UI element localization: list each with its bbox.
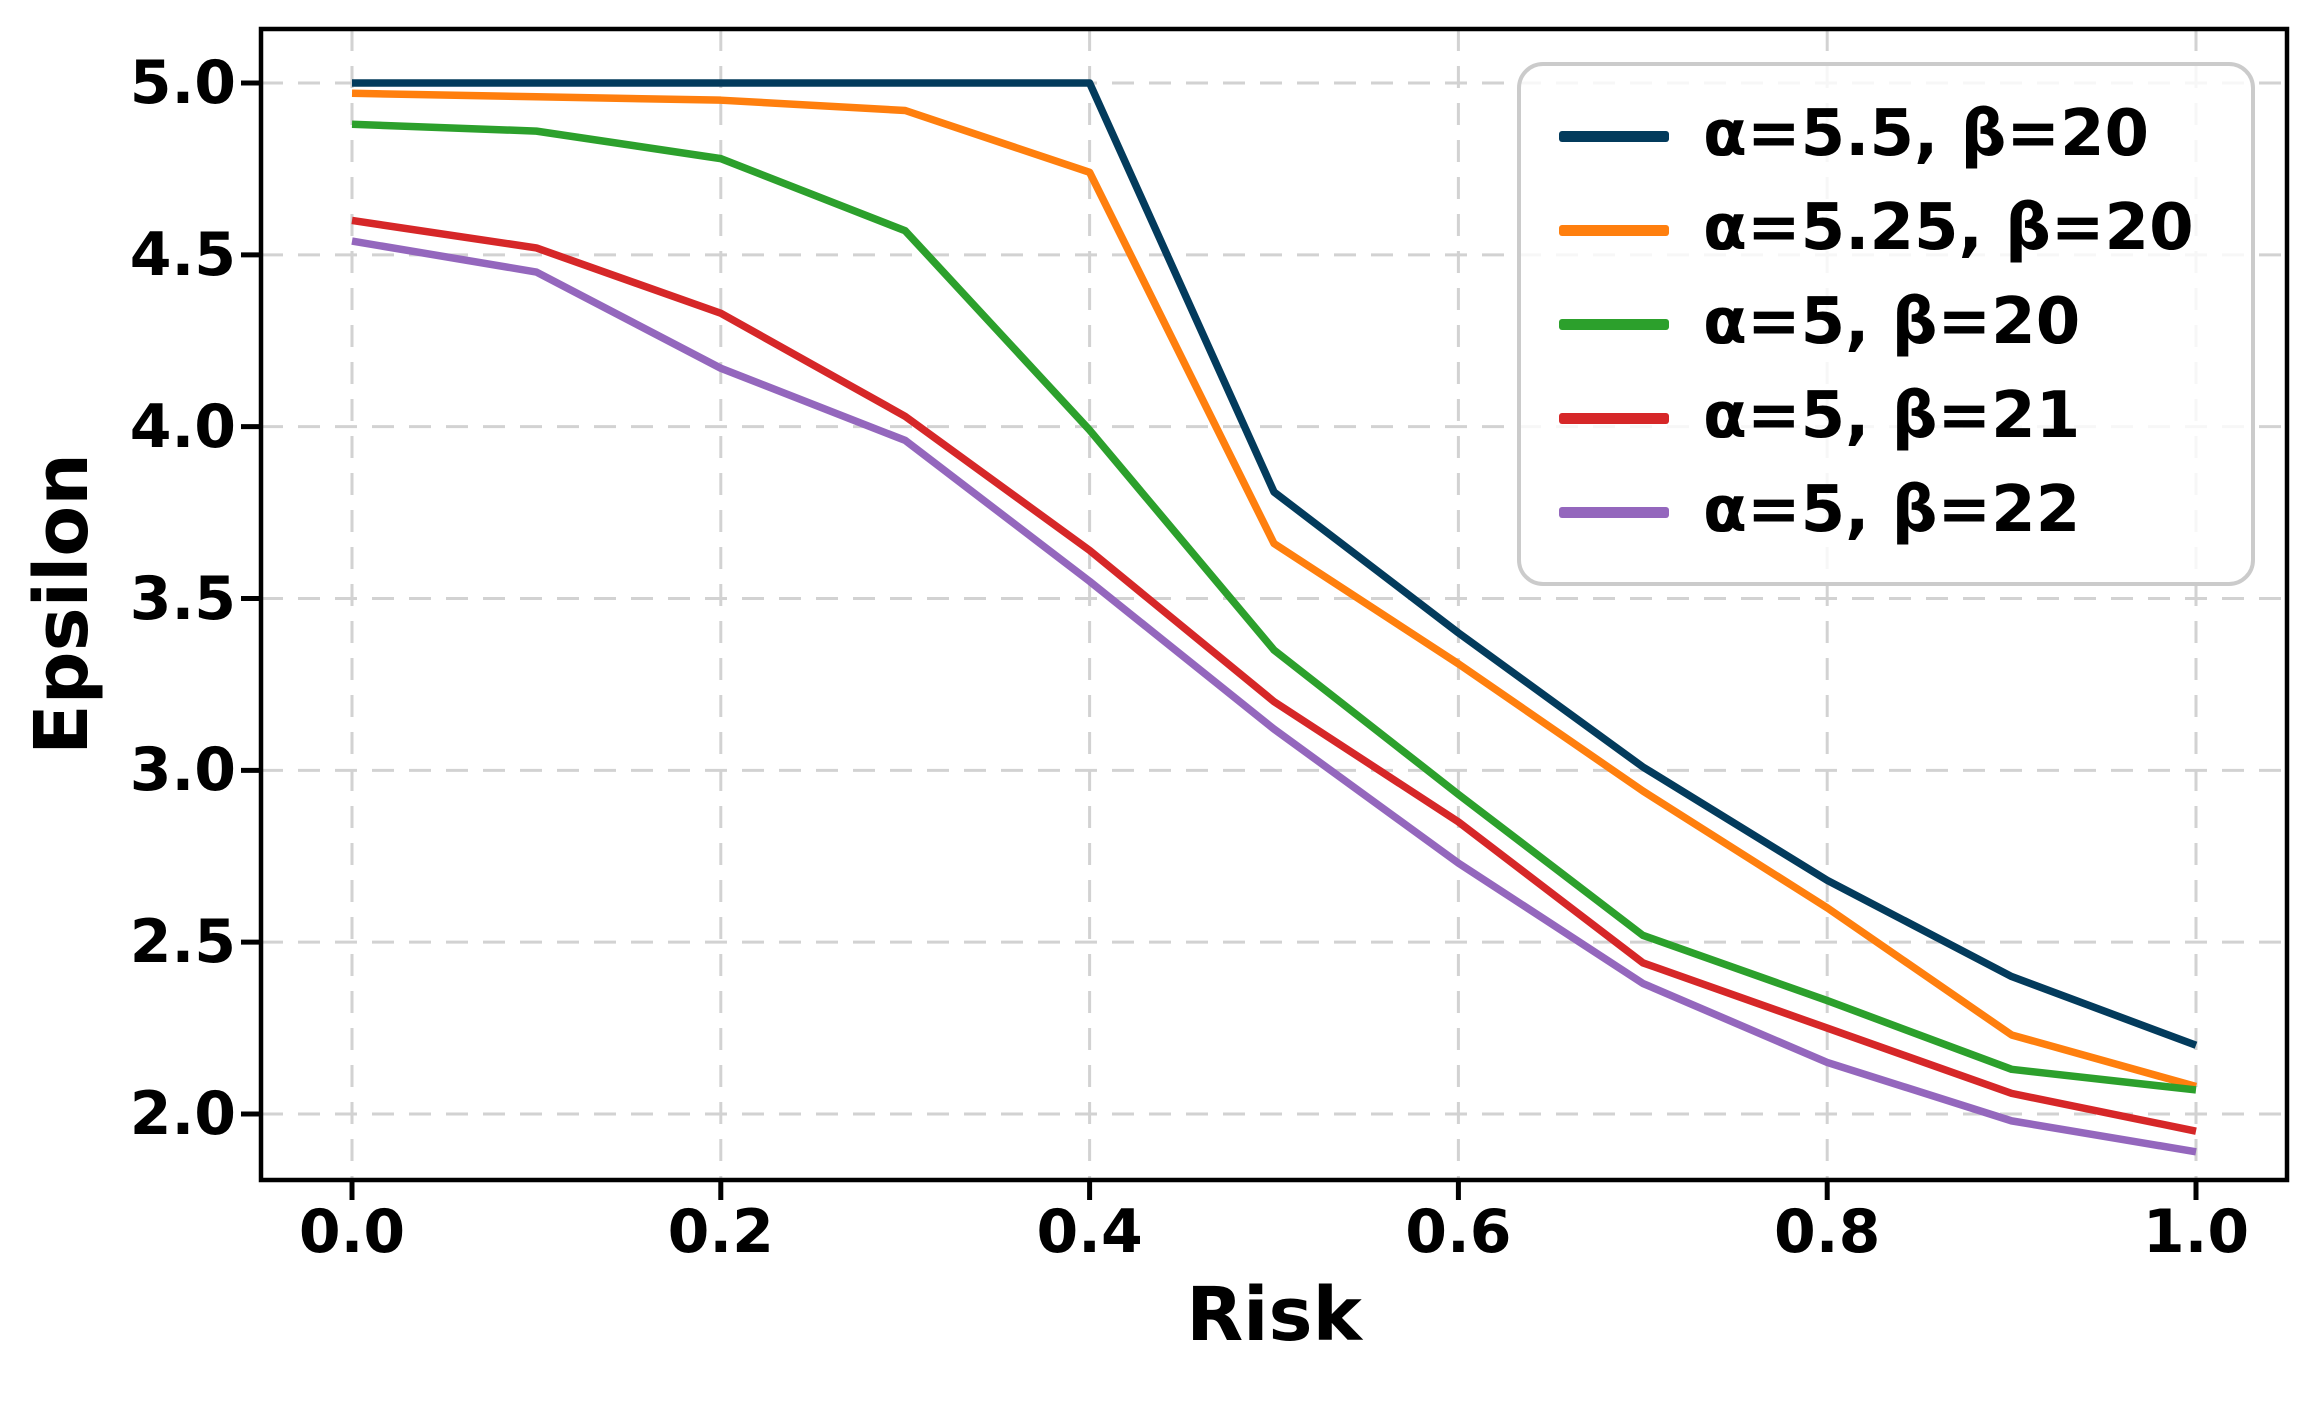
x-tick-label: 0.0 xyxy=(298,1197,406,1267)
series-line xyxy=(351,237,2197,1156)
y-tick-label: 2.5 xyxy=(129,907,236,978)
legend-entry: α=5, β=22 xyxy=(1559,473,2241,547)
y-tick-label: 5.0 xyxy=(129,48,236,118)
x-tick-label: 0.2 xyxy=(667,1197,774,1267)
legend-entry: α=5.25, β=20 xyxy=(1559,191,2241,265)
legend-label: α=5, β=22 xyxy=(1703,473,2081,547)
legend-line-swatch xyxy=(1559,318,1669,330)
legend-label: α=5.5, β=20 xyxy=(1703,97,2150,171)
series-line xyxy=(351,216,2197,1135)
legend-label: α=5, β=20 xyxy=(1703,285,2081,359)
x-axis-label: Risk xyxy=(1186,1272,1362,1358)
series-line xyxy=(351,120,2197,1094)
legend-label: α=5.25, β=20 xyxy=(1703,191,2194,265)
legend-line-swatch xyxy=(1559,412,1669,424)
x-tick-label: 0.4 xyxy=(1036,1197,1143,1267)
x-tick-label: 1.0 xyxy=(2142,1197,2250,1267)
legend: α=5.5, β=20 α=5.25, β=20 α=5, β=20 α=5, β=2… xyxy=(1517,62,2255,586)
x-tick-label: 0.8 xyxy=(1774,1197,1881,1267)
series-line xyxy=(351,89,2198,1091)
y-tick-label: 3.0 xyxy=(129,735,236,806)
plot-border xyxy=(258,26,2290,1183)
legend-line-swatch xyxy=(1559,130,1669,142)
legend-label: α=5, β=21 xyxy=(1703,379,2081,453)
y-tick-label: 4.0 xyxy=(129,391,236,462)
legend-line-swatch xyxy=(1559,224,1669,236)
legend-line-swatch xyxy=(1559,506,1669,518)
legend-entry: α=5, β=21 xyxy=(1559,379,2241,453)
legend-entry: α=5, β=20 xyxy=(1559,285,2241,359)
legend-entry: α=5.5, β=20 xyxy=(1559,97,2241,171)
y-tick-label: 4.5 xyxy=(129,219,236,290)
series-line xyxy=(352,79,2198,1049)
y-tick-label: 2.0 xyxy=(129,1079,236,1149)
y-tick-label: 3.5 xyxy=(129,563,236,634)
x-tick-label: 0.6 xyxy=(1405,1197,1512,1267)
